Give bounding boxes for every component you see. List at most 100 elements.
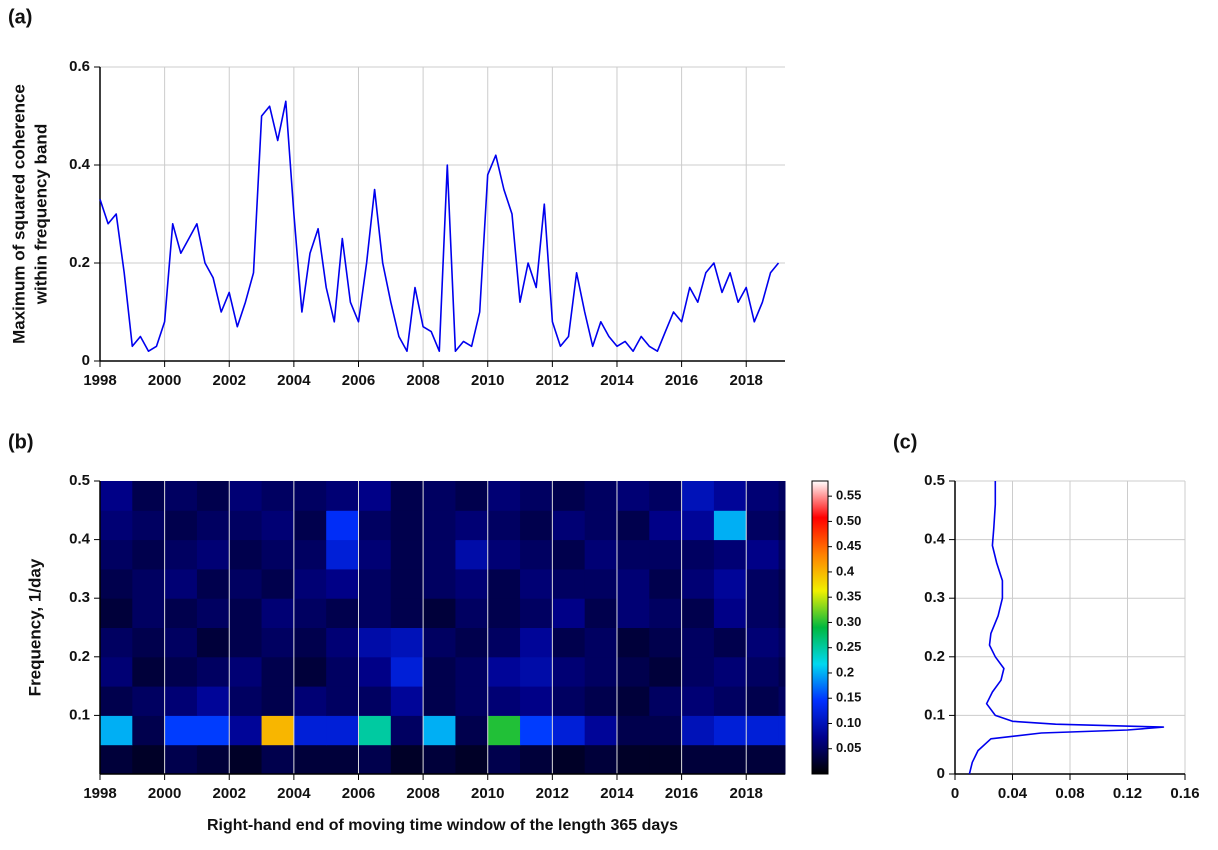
x-tick-label: 1998 bbox=[83, 372, 116, 389]
heat-cell bbox=[390, 686, 424, 716]
heat-cell bbox=[164, 568, 198, 599]
x-tick-label: 2004 bbox=[277, 372, 311, 389]
heat-cell bbox=[649, 598, 683, 628]
panel-label: (a) bbox=[8, 6, 32, 28]
heat-cell bbox=[713, 656, 747, 687]
heat-cell bbox=[423, 481, 456, 511]
heat-cell bbox=[746, 627, 780, 658]
heat-cell bbox=[100, 539, 133, 570]
heat-cell bbox=[164, 598, 198, 628]
data-line bbox=[968, 481, 1165, 775]
heat-cell bbox=[649, 568, 683, 599]
x-tick-label: 2000 bbox=[148, 372, 181, 389]
heat-cell bbox=[132, 539, 166, 570]
heat-cell bbox=[778, 744, 786, 775]
heat-cell bbox=[487, 598, 521, 628]
heat-cell bbox=[293, 510, 327, 541]
heat-cell bbox=[681, 481, 715, 511]
heat-cell bbox=[229, 656, 263, 687]
heat-cell bbox=[649, 510, 683, 541]
heat-cell bbox=[584, 715, 618, 746]
heat-cell bbox=[164, 715, 198, 746]
heat-cell bbox=[649, 686, 683, 716]
heat-cell bbox=[746, 686, 780, 716]
heat-cell bbox=[713, 510, 747, 541]
heat-cell bbox=[520, 627, 553, 658]
x-tick-label: 2004 bbox=[277, 785, 311, 802]
y-tick-label: 0.3 bbox=[69, 589, 90, 606]
heat-cell bbox=[455, 744, 489, 775]
heat-cell bbox=[196, 539, 230, 570]
heat-cell bbox=[455, 598, 489, 628]
heat-cell bbox=[164, 686, 198, 716]
heat-cell bbox=[100, 627, 133, 658]
heat-cell bbox=[778, 598, 786, 628]
heat-cell bbox=[390, 539, 424, 570]
heat-cell bbox=[713, 481, 747, 511]
heat-cell bbox=[616, 686, 650, 716]
heat-cell bbox=[132, 656, 166, 687]
heat-cell bbox=[326, 744, 359, 775]
heat-cell bbox=[681, 627, 715, 658]
heat-cell bbox=[196, 568, 230, 599]
heat-cell bbox=[681, 744, 715, 775]
heat-cell bbox=[681, 510, 715, 541]
y-tick-label: 0.1 bbox=[69, 706, 90, 723]
x-tick-label: 2002 bbox=[213, 785, 246, 802]
heat-cell bbox=[616, 598, 650, 628]
heat-cell bbox=[584, 656, 618, 687]
heat-cell bbox=[229, 627, 263, 658]
heat-cell bbox=[713, 715, 747, 746]
y-tick-label: 0.3 bbox=[924, 589, 945, 606]
heat-cell bbox=[293, 598, 327, 628]
heat-cell bbox=[552, 627, 586, 658]
heat-cell bbox=[100, 656, 133, 687]
heat-cell bbox=[746, 744, 780, 775]
heat-cell bbox=[455, 510, 489, 541]
colorbar-tick-label: 0.2 bbox=[836, 664, 854, 679]
heat-cell bbox=[358, 510, 392, 541]
heat-cell bbox=[616, 510, 650, 541]
heat-cell bbox=[746, 656, 780, 687]
heat-cell bbox=[390, 744, 424, 775]
colorbar-tick-label: 0.55 bbox=[836, 488, 861, 503]
y-tick-label: 0 bbox=[937, 765, 945, 782]
heat-cell bbox=[423, 598, 456, 628]
panel-label: (c) bbox=[893, 431, 917, 453]
heat-cell bbox=[196, 656, 230, 687]
heat-cell bbox=[196, 510, 230, 541]
heat-cell bbox=[390, 715, 424, 746]
heat-cell bbox=[100, 481, 133, 511]
heat-cell bbox=[358, 656, 392, 687]
heat-cell bbox=[100, 744, 133, 775]
heat-cell bbox=[164, 539, 198, 570]
heat-cell bbox=[778, 539, 786, 570]
heat-cell bbox=[552, 568, 586, 599]
heat-cell bbox=[358, 627, 392, 658]
heat-cell bbox=[584, 744, 618, 775]
heat-cell bbox=[778, 656, 786, 687]
heat-cell bbox=[100, 568, 133, 599]
heat-cell bbox=[358, 568, 392, 599]
heat-cell bbox=[584, 481, 618, 511]
heat-cell bbox=[713, 686, 747, 716]
heat-cell bbox=[552, 744, 586, 775]
heat-cell bbox=[487, 510, 521, 541]
heat-cell bbox=[261, 715, 295, 746]
x-tick-label: 2014 bbox=[600, 372, 634, 389]
heat-cell bbox=[164, 481, 198, 511]
heat-cell bbox=[229, 510, 263, 541]
heat-cell bbox=[713, 598, 747, 628]
heat-cell bbox=[293, 715, 327, 746]
heat-cell bbox=[552, 686, 586, 716]
x-tick-label: 2010 bbox=[471, 372, 504, 389]
heat-cell bbox=[358, 598, 392, 628]
x-tick-label: 0.08 bbox=[1055, 785, 1084, 802]
x-tick-label: 2000 bbox=[148, 785, 181, 802]
x-tick-label: 2010 bbox=[471, 785, 504, 802]
heat-cell bbox=[616, 568, 650, 599]
y-tick-label: 0.1 bbox=[924, 706, 945, 723]
heat-cell bbox=[293, 481, 327, 511]
heat-cell bbox=[261, 539, 295, 570]
